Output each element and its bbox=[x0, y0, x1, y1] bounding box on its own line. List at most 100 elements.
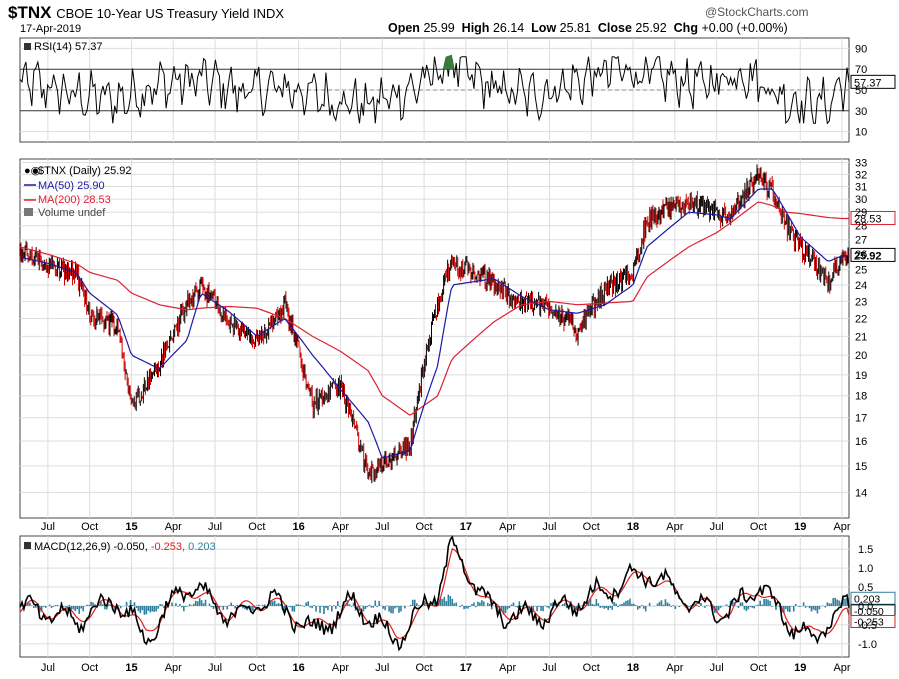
macd-legend-text: MACD(12,26,9) -0.050, -0.253, 0.203 bbox=[34, 541, 216, 553]
price-tick-label: 28 bbox=[855, 221, 867, 233]
x-tick-label-price: Oct bbox=[81, 521, 98, 533]
x-tick-label-macd: Apr bbox=[165, 662, 182, 674]
x-tick-label-price: 15 bbox=[125, 521, 137, 533]
price-tick-label: 17 bbox=[855, 413, 867, 425]
x-tick-label-price: 19 bbox=[794, 521, 806, 533]
price-tick-label: 31 bbox=[855, 182, 867, 194]
price-tick-label: 21 bbox=[855, 331, 867, 343]
x-tick-label-macd: Jul bbox=[375, 662, 389, 674]
x-tick-label-price: Apr bbox=[666, 521, 683, 533]
rsi-tick-label: 10 bbox=[855, 127, 867, 139]
x-tick-label-price: Jul bbox=[41, 521, 55, 533]
x-tick-label-price: Oct bbox=[750, 521, 767, 533]
x-tick-label-price: Oct bbox=[583, 521, 600, 533]
price-tick-label: 33 bbox=[855, 157, 867, 169]
price-tick-label: 32 bbox=[855, 169, 867, 181]
legend-volume-icon bbox=[24, 208, 33, 216]
x-tick-label-macd: Apr bbox=[666, 662, 683, 674]
price-tick-label: 26 bbox=[855, 249, 867, 261]
price-tick-label: 14 bbox=[855, 487, 867, 499]
x-tick-label-price: Jul bbox=[710, 521, 724, 533]
macd-legend: MACD(12,26,9) -0.050, -0.253, 0.203 bbox=[24, 541, 216, 553]
macd-tick-label: 0.5 bbox=[858, 582, 873, 594]
macd-tick-label: 1.0 bbox=[858, 563, 873, 575]
macd-value-badge-text: -0.050 bbox=[854, 606, 884, 618]
price-tick-label: 29 bbox=[855, 207, 867, 219]
rsi-tick-label: 70 bbox=[855, 64, 867, 76]
chart-date: 17-Apr-2019 bbox=[20, 23, 82, 35]
macd-hist-badge-text: 0.203 bbox=[854, 593, 880, 605]
macd-hist-badge bbox=[850, 591, 896, 605]
price-tick-label: 27 bbox=[855, 235, 867, 247]
x-tick-label-price: Jul bbox=[375, 521, 389, 533]
x-tick-label-price: Apr bbox=[332, 521, 349, 533]
macd-tick-label: 0.0 bbox=[858, 601, 873, 613]
x-tick-label-macd: Oct bbox=[81, 662, 98, 674]
price-tick-label: 22 bbox=[855, 314, 867, 326]
rsi-legend-icon bbox=[24, 43, 31, 50]
ma200-line bbox=[19, 201, 849, 416]
x-tick-label-price: Apr bbox=[165, 521, 182, 533]
close-value-badge-text: 25.92 bbox=[854, 250, 882, 262]
rsi-legend-text: RSI(14) 57.37 bbox=[34, 41, 102, 53]
x-tick-label-macd: Apr bbox=[499, 662, 516, 674]
price-tick-label: 19 bbox=[855, 370, 867, 382]
price-legend: ●◉ $TNX (Daily) 25.92 MA(50) 25.90 MA(20… bbox=[24, 165, 132, 219]
x-tick-label-macd: 15 bbox=[125, 662, 137, 674]
macd-signal-badge-text: -0.253 bbox=[854, 617, 884, 629]
rsi-value-badge bbox=[850, 74, 896, 89]
rsi-tick-label: 30 bbox=[855, 106, 867, 118]
rsi-line bbox=[19, 55, 850, 125]
x-tick-label-macd: Oct bbox=[248, 662, 265, 674]
legend-volume: Volume undef bbox=[38, 207, 106, 219]
price-tick-label: 24 bbox=[855, 280, 867, 292]
symbol-title: $TNX CBOE 10-Year US Treasury Yield INDX bbox=[8, 3, 285, 22]
rsi-overbought-fill bbox=[442, 54, 455, 70]
x-tick-label-macd: Jul bbox=[710, 662, 724, 674]
x-tick-label-macd: Oct bbox=[415, 662, 432, 674]
x-tick-label-macd: 19 bbox=[794, 662, 806, 674]
ma50-line bbox=[19, 188, 849, 459]
legend-ma200: MA(200) 28.53 bbox=[38, 194, 111, 206]
x-tick-label-macd: Jul bbox=[41, 662, 55, 674]
macd-line bbox=[19, 535, 850, 652]
macd-signal-badge bbox=[850, 615, 896, 629]
price-tick-label: 30 bbox=[855, 194, 867, 206]
price-tick-label: 23 bbox=[855, 296, 867, 308]
price-tick-label: 18 bbox=[855, 391, 867, 403]
x-tick-label-price: 17 bbox=[460, 521, 472, 533]
price-tick-label: 25 bbox=[855, 264, 867, 276]
x-tick-label-price: Apr bbox=[833, 521, 850, 533]
legend-ma50: MA(50) 25.90 bbox=[38, 180, 105, 192]
macd-tick-label: -0.5 bbox=[858, 620, 877, 632]
x-tick-label-macd: Apr bbox=[332, 662, 349, 674]
x-tick-label-price: Jul bbox=[542, 521, 556, 533]
legend-price: $TNX (Daily) 25.92 bbox=[38, 165, 132, 177]
x-tick-label-price: Jul bbox=[208, 521, 222, 533]
x-tick-label-macd: Apr bbox=[833, 662, 850, 674]
ma200-value-badge-text: 28.53 bbox=[854, 213, 882, 225]
macd-legend-icon bbox=[24, 542, 31, 549]
x-tick-label-macd: 18 bbox=[627, 662, 639, 674]
macd-tick-label: 1.5 bbox=[858, 544, 873, 556]
rsi-value-badge-text: 57.37 bbox=[854, 77, 882, 89]
rsi-tick-label: 90 bbox=[855, 43, 867, 55]
price-tick-label: 15 bbox=[855, 461, 867, 473]
security-name: CBOE 10-Year US Treasury Yield INDX bbox=[56, 6, 285, 21]
x-tick-label-macd: Jul bbox=[542, 662, 556, 674]
ma200-value-badge bbox=[850, 210, 896, 225]
x-tick-label-macd: Oct bbox=[583, 662, 600, 674]
x-tick-label-price: Apr bbox=[499, 521, 516, 533]
x-tick-label-price: 18 bbox=[627, 521, 639, 533]
copyright: @StockCharts.com bbox=[705, 5, 809, 19]
rsi-legend: RSI(14) 57.37 bbox=[24, 41, 102, 53]
x-tick-label-macd: 17 bbox=[460, 662, 472, 674]
x-tick-label-price: Oct bbox=[248, 521, 265, 533]
legend-price-icon: ●◉ bbox=[24, 165, 40, 177]
x-tick-label-macd: Jul bbox=[208, 662, 222, 674]
close-value-badge bbox=[850, 247, 896, 262]
macd-tick-label: -1.0 bbox=[858, 639, 877, 651]
x-tick-label-macd: 16 bbox=[293, 662, 305, 674]
x-tick-label-price: Oct bbox=[415, 521, 432, 533]
